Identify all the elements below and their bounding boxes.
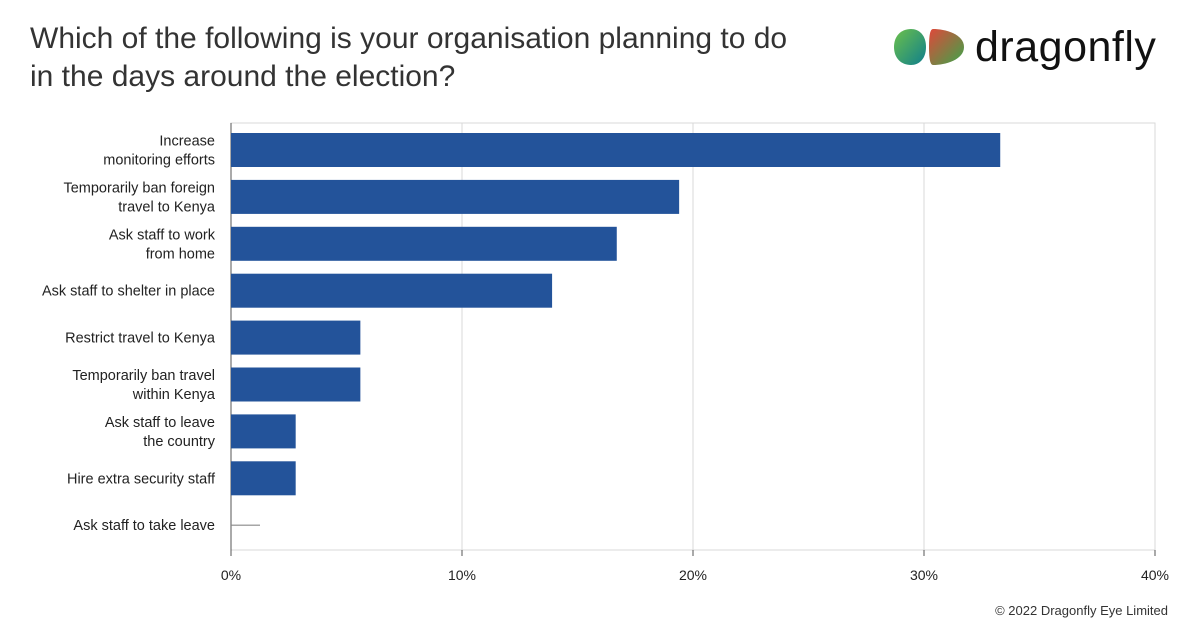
bar — [231, 273, 553, 308]
category-label: Ask staff to take leave — [73, 518, 215, 534]
dragonfly-logo: dragonfly — [893, 25, 1156, 69]
logo-wordmark: dragonfly — [975, 23, 1157, 71]
category-label: Hire extra security staff — [67, 471, 216, 487]
bar — [231, 461, 296, 496]
bar — [231, 226, 617, 261]
bar — [231, 414, 296, 449]
category-label-line: from home — [146, 246, 215, 262]
category-label-line: Ask staff to take leave — [73, 518, 215, 534]
category-label: Temporarily ban foreign travel to Kenya — [63, 180, 215, 215]
category-label-line: within Kenya — [132, 387, 216, 403]
category-label: Ask staff to leave the country — [105, 415, 216, 450]
bar — [231, 367, 361, 402]
x-tick-label: 40% — [1141, 567, 1169, 583]
category-label: Increase monitoring efforts — [103, 134, 215, 169]
category-label-line: Temporarily ban travel — [72, 368, 215, 384]
chart-title-line-2: in the days around the election? — [30, 60, 456, 93]
x-tick-label: 10% — [448, 567, 476, 583]
category-label: Ask staff to work from home — [109, 227, 216, 262]
bar — [231, 320, 361, 355]
category-label-line: the country — [143, 434, 215, 450]
x-tick-label: 0% — [221, 567, 241, 583]
category-label-line: Ask staff to shelter in place — [42, 284, 215, 300]
dragonfly-logo-icon — [894, 29, 964, 65]
category-label-line: Restrict travel to Kenya — [65, 331, 216, 347]
bar — [231, 133, 1001, 167]
bar — [231, 179, 680, 214]
category-label-line: Hire extra security staff — [67, 471, 216, 487]
category-label-line: Increase — [159, 134, 215, 150]
category-label-line: travel to Kenya — [118, 199, 216, 215]
category-label-line: monitoring efforts — [103, 153, 215, 169]
x-tick-label: 30% — [910, 567, 938, 583]
copyright-footer: © 2022 Dragonfly Eye Limited — [995, 603, 1168, 618]
category-label: Restrict travel to Kenya — [65, 331, 216, 347]
x-tick-label: 20% — [679, 567, 707, 583]
chart-title-line-1: Which of the following is your organisat… — [30, 22, 788, 55]
category-label-line: Ask staff to leave — [105, 415, 215, 431]
category-label: Ask staff to shelter in place — [42, 284, 215, 300]
category-label: Temporarily ban travel within Kenya — [72, 368, 216, 403]
category-label-line: Temporarily ban foreign — [63, 180, 215, 196]
chart-title: Which of the following is your organisat… — [30, 20, 830, 96]
category-label-line: Ask staff to work — [109, 227, 216, 243]
